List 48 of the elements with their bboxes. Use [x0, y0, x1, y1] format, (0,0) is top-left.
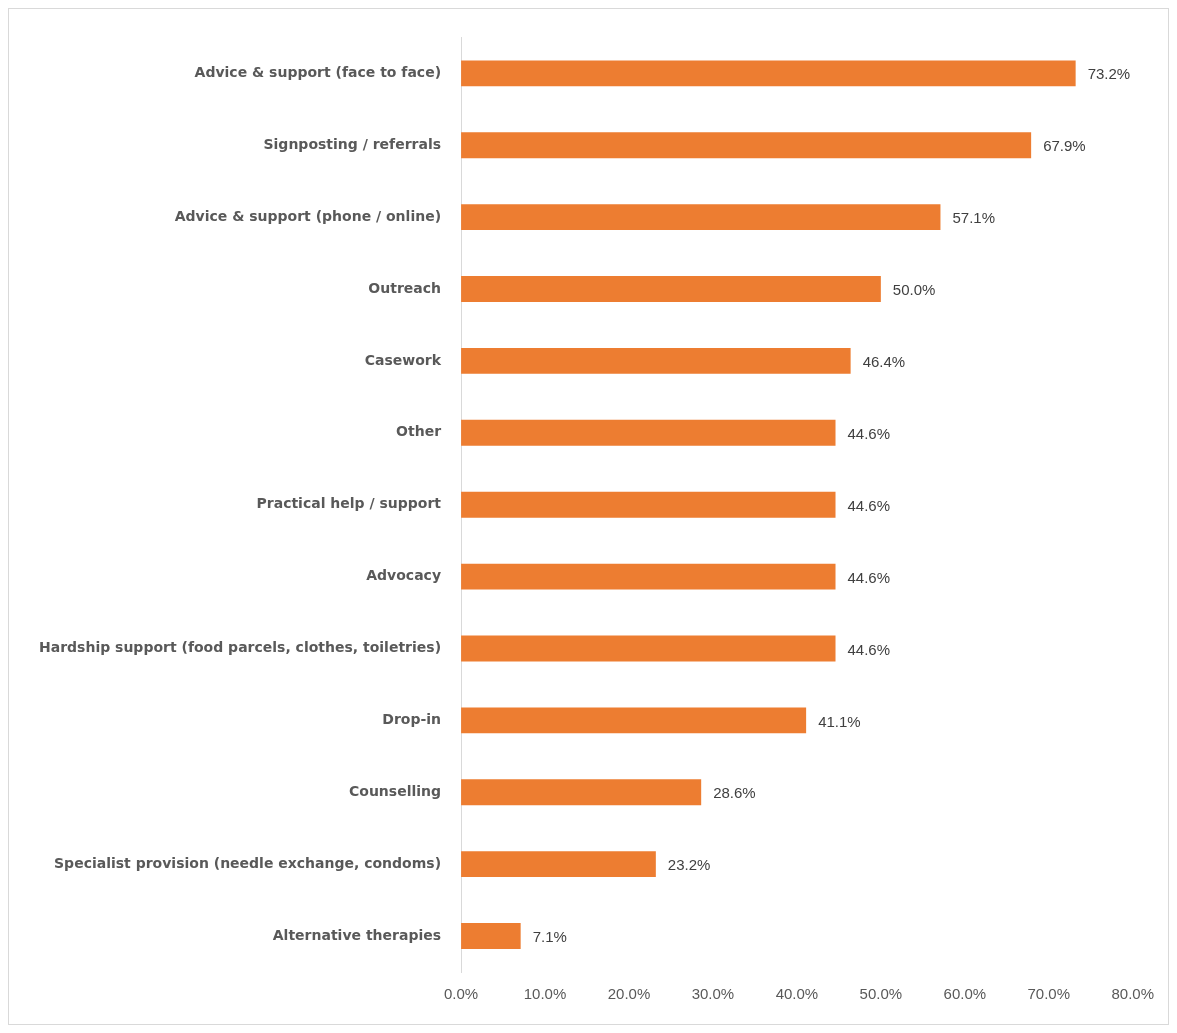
y-tick-label: Practical help / support — [256, 495, 442, 512]
bar — [461, 635, 836, 662]
bar — [461, 419, 836, 446]
y-tick-label: Casework — [364, 351, 442, 368]
bar — [461, 779, 702, 806]
data-label: 50.0% — [892, 281, 936, 299]
y-tick-label: Outreach — [368, 279, 442, 296]
y-tick-label: Advocacy — [366, 567, 442, 584]
data-label: 73.2% — [1087, 65, 1131, 83]
bar — [461, 563, 836, 590]
data-label: 67.9% — [1043, 137, 1086, 155]
bar — [461, 132, 1032, 159]
x-tick-label: 0.0% — [443, 985, 479, 1003]
y-tick-label: Counselling — [349, 782, 442, 799]
y-tick-label: Other — [396, 423, 442, 440]
y-tick-label: Advice & support (phone / online) — [174, 207, 442, 224]
y-tick-label: Advice & support (face to face) — [194, 63, 442, 80]
y-tick-label: Alternative therapies — [272, 926, 442, 943]
bar — [461, 851, 656, 878]
data-label: 44.6% — [847, 424, 891, 442]
data-label: 41.1% — [818, 712, 861, 730]
bar — [461, 707, 807, 734]
data-label: 28.6% — [713, 784, 756, 802]
data-label: 46.4% — [862, 353, 906, 371]
bar — [461, 491, 836, 518]
bar — [461, 60, 1076, 87]
x-tick-label: 50.0% — [859, 985, 903, 1003]
bar — [461, 276, 881, 302]
x-tick-label: 10.0% — [523, 985, 567, 1003]
data-label: 23.2% — [667, 856, 711, 874]
x-tick-label: 30.0% — [691, 985, 735, 1003]
y-tick-label: Drop-in — [382, 711, 442, 728]
y-tick-label: Signposting / referrals — [263, 135, 442, 152]
data-label: 44.6% — [847, 640, 891, 658]
bar — [461, 204, 941, 231]
bar — [461, 347, 851, 374]
data-label: 44.6% — [847, 496, 891, 514]
y-tick-label: Hardship support (food parcels, clothes, toiletries) — [38, 639, 442, 656]
x-tick-label: 80.0% — [1111, 985, 1155, 1003]
data-label: 44.6% — [847, 568, 891, 586]
data-label: 57.1% — [952, 209, 996, 227]
x-tick-label: 60.0% — [943, 985, 987, 1003]
x-tick-label: 20.0% — [607, 985, 651, 1003]
x-tick-label: 70.0% — [1027, 985, 1071, 1003]
data-label: 7.1% — [532, 928, 567, 946]
x-tick-label: 40.0% — [775, 985, 819, 1003]
bar — [461, 923, 521, 949]
y-tick-label: Specialist provision (needle exchange, condoms) — [54, 854, 442, 871]
